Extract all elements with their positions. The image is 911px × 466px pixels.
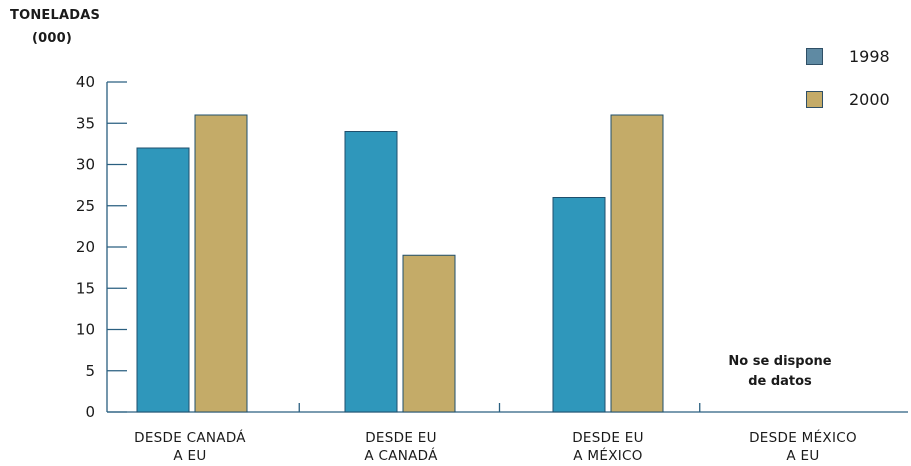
no-data-line2: de datos [748,374,812,389]
legend-item-1998: 1998 [806,47,906,68]
no-data-line1: No se dispone [728,354,832,369]
category-label-line1: DESDE EU [572,430,644,446]
category-label-line2: A MÉXICO [573,448,643,464]
category-label-us-to-mexico: DESDE EU A MÉXICO [508,429,708,465]
category-label-line2: A EU [173,448,207,464]
y-tick-label: 35 [76,114,95,132]
y-tick-label: 10 [76,321,95,339]
category-label-line1: DESDE EU [365,430,437,446]
bar-2000-category-3 [610,114,664,413]
y-tick-label: 25 [76,197,95,215]
y-tick-label: 20 [76,238,95,256]
bar-2000-category-2 [402,254,456,413]
bar-2000-category-1 [194,114,248,413]
legend-label-1998: 1998 [849,47,890,66]
y-tick-label: 40 [76,73,95,91]
category-label-us-to-canada: DESDE EU A CANADÁ [301,429,501,465]
bar-1998-category-3 [552,197,606,413]
category-label-line1: DESDE MÉXICO [749,430,857,446]
y-tick-label: 30 [76,156,95,174]
category-label-mexico-to-us: DESDE MÉXICO A EU [703,429,903,465]
category-label-canada-to-us: DESDE CANADÁ A EU [90,429,290,465]
legend-swatch-2000 [806,91,823,108]
y-tick-label: 5 [85,362,95,380]
bar-1998-category-2 [344,131,398,413]
no-data-annotation: No se dispone de datos [725,352,835,392]
y-tick-label: 15 [76,279,95,297]
category-label-line1: DESDE CANADÁ [134,430,246,446]
category-label-line2: A EU [786,448,820,464]
legend-label-2000: 2000 [849,90,890,109]
y-axis-label-units: TONELADAS [10,8,101,23]
y-tick-label: 0 [85,403,95,421]
bar-1998-category-1 [136,147,190,413]
category-label-line2: A CANADÁ [364,448,438,464]
legend-swatch-1998 [806,48,823,65]
legend-item-2000: 2000 [806,90,906,111]
y-axis-label-scale: (000) [32,31,73,46]
